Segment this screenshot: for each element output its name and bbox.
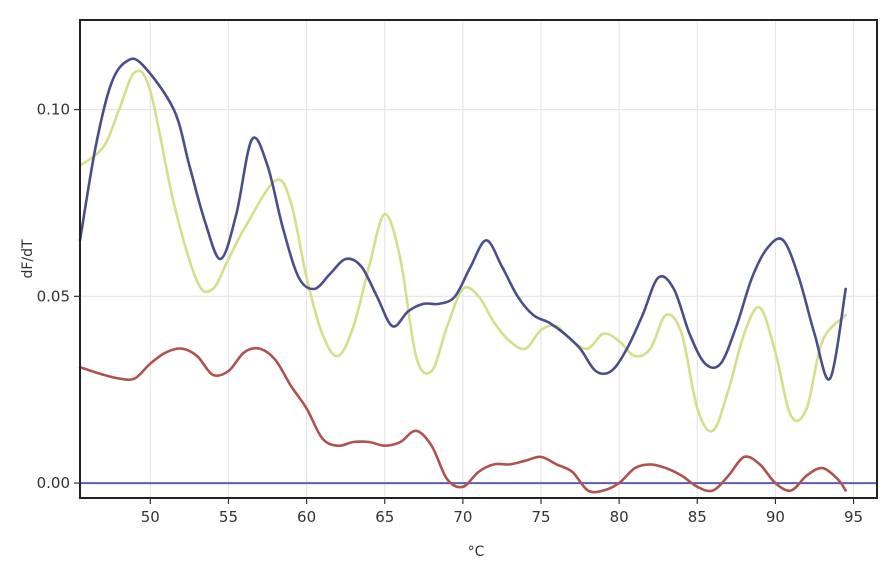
y-tick-label: 0.10 (37, 101, 70, 119)
x-tick-label: 70 (453, 508, 472, 526)
x-tick-label: 50 (141, 508, 160, 526)
x-tick-label: 60 (297, 508, 316, 526)
x-axis-ticks: 50 55 60 65 70 75 80 85 90 95 (141, 498, 863, 526)
x-tick-label: 75 (531, 508, 550, 526)
x-axis-title: °C (468, 544, 485, 560)
series-group (78, 57, 847, 494)
x-tick-label: 90 (766, 508, 785, 526)
y-axis-title: dF/dT (20, 239, 36, 279)
y-tick-label: 0.05 (37, 287, 70, 305)
x-tick-label: 65 (375, 508, 394, 526)
plot-frame (79, 19, 878, 499)
y-axis-ticks: 0.00 0.05 0.10 (37, 101, 80, 492)
series-line-1 (78, 69, 847, 433)
x-tick-label: 95 (844, 508, 863, 526)
y-tick-label: 0.00 (37, 474, 70, 492)
series-line-2 (78, 57, 847, 381)
x-tick-label: 55 (219, 508, 238, 526)
x-tick-label: 80 (610, 508, 629, 526)
x-tick-label: 85 (688, 508, 707, 526)
series-line-3 (78, 346, 847, 494)
